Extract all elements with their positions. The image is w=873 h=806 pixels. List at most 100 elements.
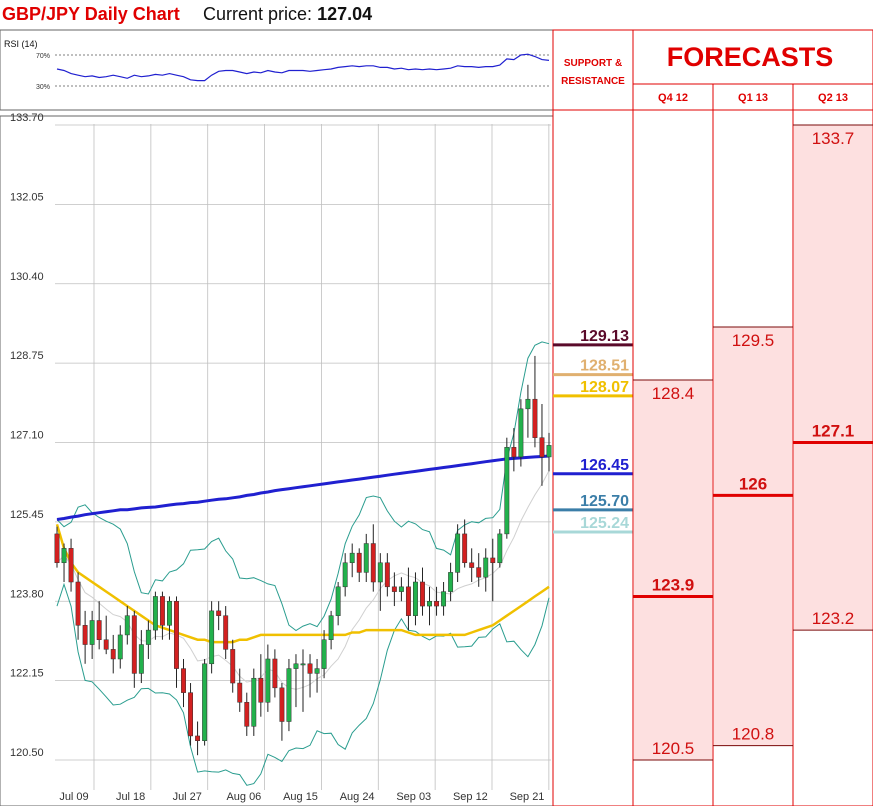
candle-body-50 [405,586,411,616]
candle-body-47 [384,562,390,588]
sr-label-125-70: 125.70 [580,493,629,510]
rsi-70-label: 70% [36,53,50,60]
candle-body-38 [321,639,327,669]
candle-body-62 [490,557,496,564]
candle-body-10 [124,615,130,636]
candle-body-54 [434,601,439,607]
candle-body-35 [300,663,306,666]
forecast-range-q4-12 [634,379,712,760]
candle-body-2 [68,548,74,583]
y-tick-130-40: 130.40 [10,271,44,283]
forecast-range-q1-13 [714,327,792,746]
forecast-low-label-q1-13: 120.8 [732,725,775,744]
candle-body-1 [61,548,67,564]
y-tick-133-70: 133.70 [10,112,44,124]
candle-body-66 [518,408,524,458]
candle-body-22 [209,610,215,665]
y-axis-labels: 133.70 132.05 130.40 128.75 127.10 125.45 123.… [10,112,44,759]
current-price-value: 127.04 [317,4,373,24]
sr-column-frame [552,29,634,806]
y-tick-120-50: 120.50 [10,747,44,759]
x-tick-aug-15: Aug 15 [283,791,318,803]
forecast-mid-label-q4-12: 123.9 [652,575,695,594]
candle-body-26 [237,682,243,703]
moving-averages [55,454,550,644]
current-price-label: Current price: [203,4,313,24]
sr-label-129-13: 129.13 [580,328,629,345]
candle-body-68 [532,398,538,438]
candle-body-48 [391,586,397,592]
x-tick-aug-06: Aug 06 [226,791,261,803]
rsi-30-label: 30% [36,84,50,91]
forecast-period-q2-13: Q2 13 [818,92,848,104]
chart-title: GBP/JPY Daily Chart [2,4,180,24]
candle-body-64 [504,447,510,535]
moving-average-yellow [55,523,550,644]
forecast-low-label-q4-12: 120.5 [652,739,695,758]
candle-body-19 [188,692,193,737]
rsi-label: RSI (14) [4,39,38,49]
candle-body-3 [75,581,81,626]
candle-body-63 [497,533,503,564]
candle-body-23 [216,610,222,616]
candle-body-21 [202,663,208,742]
candle-body-46 [377,562,383,583]
sr-levels: 129.13 128.51 128.07 126.45 125.70 125.24 [553,328,633,534]
candle-body-34 [293,663,299,669]
candle-body-42 [349,552,355,564]
candle-body-11 [131,615,137,674]
sr-label-126-45: 126.45 [580,457,629,474]
sr-title-line1: SUPPORT & [564,58,622,69]
sr-label-128-51: 128.51 [580,358,629,375]
forecast-high-label-q2-13: 133.7 [812,129,855,148]
sr-label-128-07: 128.07 [580,379,629,396]
candle-body-40 [335,586,341,616]
candle-body-0 [54,533,60,564]
candle-body-37 [314,668,320,674]
candle-body-60 [476,567,482,578]
candle-body-5 [89,620,95,645]
candle-body-4 [82,625,88,645]
candle-body-30 [265,658,271,703]
bollinger-upper [56,341,550,632]
candle-body-65 [511,447,517,458]
sr-label-125-24: 125.24 [580,515,629,532]
moving-average-blue [56,454,550,521]
sr-title-line2: RESISTANCE [561,76,625,87]
forecast-high-label-q4-12: 128.4 [652,384,695,403]
y-tick-125-45: 125.45 [10,509,44,521]
rsi-panel: RSI (14) 70% 30% [0,29,554,111]
support-resistance-column: SUPPORT & RESISTANCE 129.13128.51128.071… [552,29,634,806]
y-tick-132-05: 132.05 [10,191,44,203]
forecasts-title: FORECASTS [667,42,834,72]
chart-grid [55,124,551,790]
candle-body-13 [145,629,151,645]
rsi-line [56,53,550,82]
candle-body-8 [110,649,116,660]
candle-body-9 [117,634,123,660]
candle-body-6 [96,620,102,640]
candle-body-7 [103,639,109,650]
candle-body-16 [167,601,172,626]
forecast-mid-label-q2-13: 127.1 [812,422,855,441]
candle-body-67 [525,398,531,410]
x-tick-jul-09: Jul 09 [59,791,88,803]
candle-body-41 [342,562,348,588]
candle-body-45 [370,543,376,583]
candle-body-55 [441,591,447,607]
forecast-period-q4-12: Q4 12 [658,92,688,104]
candle-body-58 [462,533,468,564]
candle-body-12 [138,644,144,674]
candle-body-28 [251,677,257,727]
y-tick-128-75: 128.75 [10,350,44,362]
bollinger-lower [56,582,550,786]
x-tick-aug-24: Aug 24 [340,791,375,803]
forecast-high-label-q1-13: 129.5 [732,331,775,350]
candle-body-43 [356,552,362,573]
candle-body-25 [230,649,236,684]
candle-body-61 [483,557,489,578]
candle-body-32 [279,687,285,722]
x-axis-labels: Jul 09 Jul 18 Jul 27 Aug 06 Aug 15 Aug 24 Sep … [59,791,544,803]
y-tick-122-15: 122.15 [10,668,44,680]
